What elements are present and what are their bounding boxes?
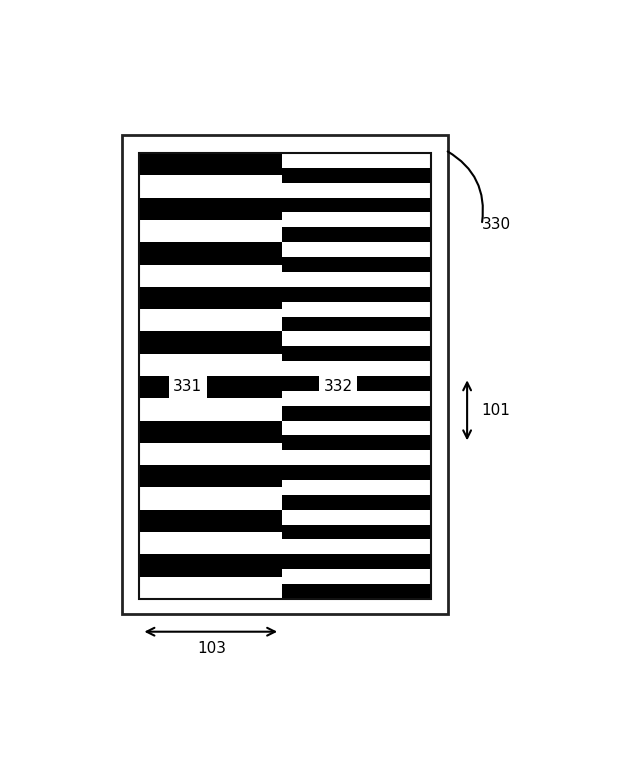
Bar — [139, 554, 283, 577]
Bar — [139, 354, 283, 376]
Bar — [139, 331, 283, 354]
Bar — [282, 524, 431, 539]
Bar — [139, 487, 283, 510]
Text: 332: 332 — [324, 379, 353, 394]
Bar — [139, 399, 283, 420]
Bar — [282, 183, 431, 197]
Bar — [139, 443, 283, 465]
Bar — [139, 153, 431, 599]
Bar — [282, 539, 431, 554]
Bar — [282, 361, 431, 376]
Bar — [282, 153, 431, 168]
Bar — [282, 301, 431, 316]
Bar — [282, 257, 431, 272]
Text: 103: 103 — [198, 641, 226, 656]
Bar — [282, 465, 431, 480]
Bar — [282, 197, 431, 212]
Bar — [139, 465, 283, 487]
Bar — [139, 176, 283, 197]
Text: 101: 101 — [482, 402, 510, 418]
Bar — [282, 569, 431, 584]
Bar — [282, 316, 431, 331]
Bar — [139, 287, 283, 309]
Bar — [139, 153, 283, 176]
Bar — [282, 376, 431, 391]
Text: 331: 331 — [173, 379, 203, 394]
Bar — [139, 153, 431, 599]
Bar — [282, 347, 431, 361]
Bar — [139, 420, 283, 443]
Bar — [282, 480, 431, 495]
Bar — [282, 495, 431, 510]
Bar — [282, 584, 431, 599]
Bar — [139, 510, 283, 532]
Bar — [122, 135, 448, 614]
Bar — [282, 435, 431, 450]
Bar — [139, 309, 283, 331]
Bar — [139, 577, 283, 599]
Bar — [282, 287, 431, 301]
Bar — [282, 168, 431, 183]
Bar — [139, 376, 283, 399]
Bar — [282, 406, 431, 420]
Bar — [282, 212, 431, 228]
Bar — [139, 220, 283, 242]
Bar — [282, 554, 431, 569]
Bar — [282, 272, 431, 287]
Bar — [139, 197, 283, 220]
Bar — [282, 228, 431, 242]
Text: 330: 330 — [482, 218, 511, 232]
Bar — [282, 450, 431, 465]
Bar — [139, 264, 283, 287]
Bar — [282, 391, 431, 406]
Bar — [282, 331, 431, 347]
Bar — [282, 242, 431, 257]
Bar — [139, 242, 283, 264]
Bar — [139, 532, 283, 554]
Bar — [282, 420, 431, 435]
Bar — [282, 510, 431, 524]
